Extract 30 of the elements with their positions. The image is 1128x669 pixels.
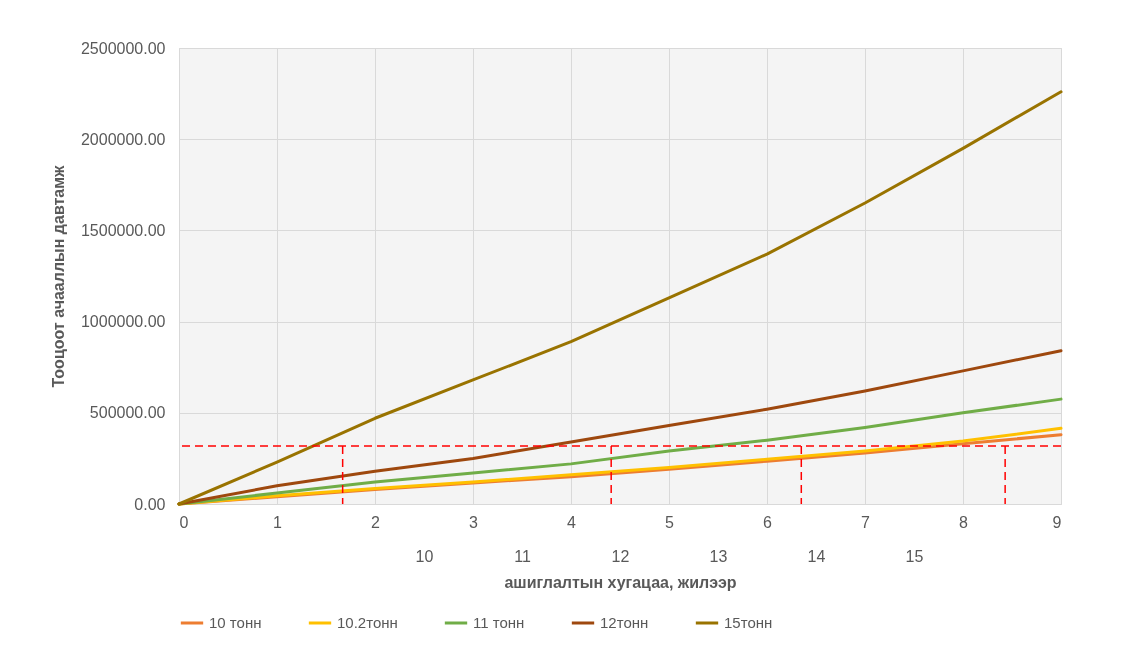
y-tick-label: 2000000.00 [80,130,166,148]
legend-label: 15тонн [724,614,773,631]
x-tick-label: 2 [371,513,381,531]
x2-tick-label: 10 [415,547,434,565]
x2-tick-label: 13 [709,547,728,565]
x2-tick-label: 14 [807,547,826,565]
y-tick-label: 0.00 [134,495,166,513]
y-axis-title: Тооцоот ачааллын давтамж [49,164,67,388]
line-series [177,90,1063,506]
x-tick-label: 9 [1052,513,1062,531]
x-tick-label: 6 [763,513,773,531]
x2-tick-label: 12 [611,547,630,565]
legend-label: 12тонн [600,614,649,631]
x-tick-label: 7 [861,513,871,531]
x2-tick-label: 11 [514,547,531,565]
x-axis-title: ашиглалтын хугацаа, жилээр [504,573,737,591]
x-tick-label: 5 [665,513,675,531]
x-tick-label: 3 [469,513,479,531]
legend-label: 10.2тонн [337,614,398,631]
x-tick-label: 8 [959,513,969,531]
x-tick-label: 0 [179,513,189,531]
y-tick-label: 1500000.00 [80,221,166,239]
x-tick-label: 4 [567,513,577,531]
y-tick-label: 2500000.00 [80,39,166,57]
y-tick-label: 1000000.00 [80,313,166,331]
y-tick-label: 500000.00 [89,404,166,422]
legend-label: 10 тонн [209,614,262,631]
legend-label: 11 тонн [473,614,525,631]
x-tick-label: 1 [273,513,283,531]
x2-tick-label: 15 [905,547,924,565]
